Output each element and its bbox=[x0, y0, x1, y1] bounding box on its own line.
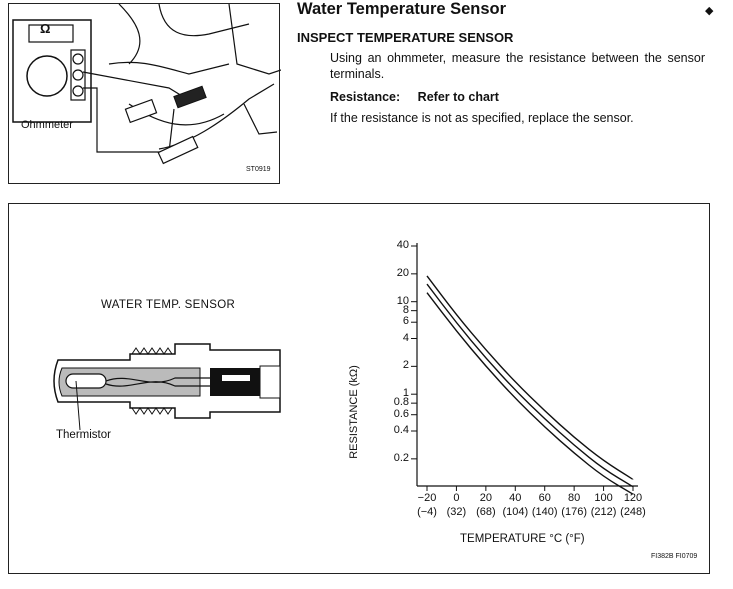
x-tick-label-c: 40 bbox=[509, 492, 522, 504]
replace-note: If the resistance is not as specified, r… bbox=[330, 111, 634, 125]
figure-code: FI382B FI0709 bbox=[651, 553, 698, 560]
x-tick-label-c: −20 bbox=[417, 492, 437, 504]
resistance-spec: Resistance: Refer to chart bbox=[330, 90, 499, 104]
x-tick-label-f: (140) bbox=[531, 506, 558, 518]
thermistor-label: Thermistor bbox=[56, 429, 111, 441]
y-tick-label: 10 bbox=[396, 294, 409, 307]
x-tick-label-c: 80 bbox=[568, 492, 581, 504]
y-tick-label: 40 bbox=[396, 239, 409, 251]
y-tick-label: 20 bbox=[396, 266, 409, 279]
x-tick-label-f: (212) bbox=[590, 506, 617, 518]
x-tick-label-f: (104) bbox=[502, 506, 529, 518]
x-tick-label-c: 60 bbox=[538, 492, 551, 504]
ohmmeter-label: Ohmmeter bbox=[21, 119, 73, 131]
y-tick-label: 0.6 bbox=[393, 407, 409, 420]
y-tick-label: 4 bbox=[402, 331, 409, 344]
illustration-code: ST0919 bbox=[246, 166, 271, 173]
diamond-marker-icon: ◆ bbox=[705, 5, 714, 17]
section-heading: INSPECT TEMPERATURE SENSOR bbox=[297, 30, 514, 45]
x-tick-label-c: 0 bbox=[453, 492, 460, 504]
x-tick-label-f: (−4) bbox=[417, 506, 437, 518]
y-tick-label: 1 bbox=[402, 387, 409, 400]
ohm-symbol: Ω bbox=[40, 21, 51, 36]
resistance-label: Resistance: bbox=[330, 90, 401, 104]
x-tick-label-c: 20 bbox=[479, 492, 492, 504]
ohmmeter-drawing bbox=[12, 4, 281, 165]
y-axis-title: RESISTANCE (kΩ) bbox=[348, 365, 360, 459]
x-tick-label-c: 120 bbox=[623, 492, 643, 504]
y-tick-label: 6 bbox=[402, 315, 409, 328]
y-tick-label: 0.4 bbox=[393, 424, 409, 436]
instruction-text: Using an ohmmeter, measure the resistanc… bbox=[330, 51, 705, 81]
page-title: Water Temperature Sensor bbox=[297, 0, 507, 18]
chart-panel bbox=[8, 203, 710, 574]
x-tick-label-f: (32) bbox=[446, 506, 467, 518]
ohmmeter-illustration: Ω bbox=[8, 3, 281, 184]
resistance-value: Refer to chart bbox=[417, 90, 499, 104]
x-tick-label-f: (68) bbox=[476, 506, 496, 518]
x-tick-label-c: 100 bbox=[594, 492, 613, 504]
y-tick-label: 0.8 bbox=[393, 396, 409, 409]
x-tick-label-f: (248) bbox=[620, 506, 646, 518]
y-tick-label: 2 bbox=[402, 359, 409, 372]
y-tick-label: 0.2 bbox=[393, 451, 409, 464]
x-axis-title: TEMPERATURE °C (°F) bbox=[460, 533, 585, 545]
y-tick-label: 8 bbox=[402, 303, 409, 316]
sensor-caption: WATER TEMP. SENSOR bbox=[101, 299, 236, 311]
x-tick-label-f: (176) bbox=[561, 506, 587, 518]
